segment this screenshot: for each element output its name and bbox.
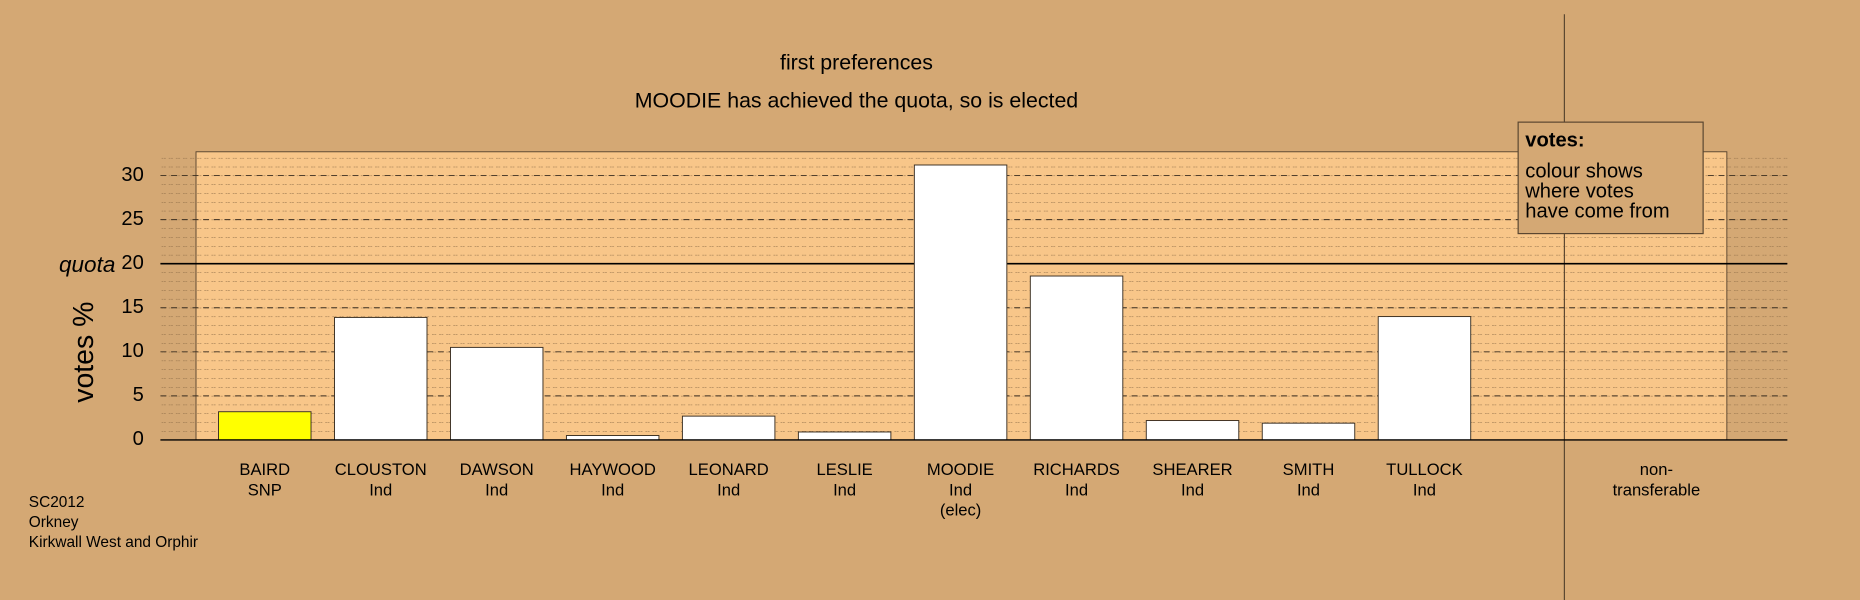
x-tick-label: Ind xyxy=(1297,480,1320,499)
x-tick-label: TULLOCK xyxy=(1386,460,1463,479)
bar xyxy=(450,346,544,441)
bar xyxy=(1029,275,1124,441)
x-tick-label: (elec) xyxy=(940,500,982,519)
x-tick-label: non- xyxy=(1640,460,1673,479)
y-tick-label: 30 xyxy=(121,164,143,186)
x-tick-label: Ind xyxy=(485,480,508,499)
bar xyxy=(1145,420,1240,441)
x-tick-label: LEONARD xyxy=(689,460,769,479)
footer-text: Kirkwall West and Orphir xyxy=(29,534,198,551)
x-tick-label: Ind xyxy=(717,480,740,499)
x-tick-label: LESLIE xyxy=(816,460,872,479)
quota-label: quota xyxy=(59,252,115,277)
bar xyxy=(797,431,892,441)
bar xyxy=(1377,316,1472,441)
x-tick-label: Ind xyxy=(1065,480,1088,499)
bar xyxy=(913,164,1008,441)
y-tick-label: 0 xyxy=(133,428,144,450)
y-axis-label: votes % xyxy=(68,302,100,403)
legend-text: where votes xyxy=(1524,180,1634,202)
x-tick-label: SNP xyxy=(248,480,282,499)
legend-title: votes: xyxy=(1525,129,1584,151)
footer-text: Orkney xyxy=(29,514,79,531)
x-tick-label: RICHARDS xyxy=(1033,460,1120,479)
x-tick-label: BAIRD xyxy=(239,460,290,479)
x-tick-label: SHEARER xyxy=(1152,460,1232,479)
y-tick-label: 25 xyxy=(121,208,143,230)
bar xyxy=(334,316,428,441)
legend-box xyxy=(1517,121,1704,235)
x-tick-label: Ind xyxy=(1413,480,1436,499)
x-tick-label: transferable xyxy=(1613,480,1701,499)
x-tick-label: HAYWOOD xyxy=(570,460,656,479)
legend-text: colour shows xyxy=(1525,160,1643,182)
y-tick-label: 20 xyxy=(121,252,143,274)
chart-title: first preferences xyxy=(780,51,933,75)
legend-text: have come from xyxy=(1525,201,1669,223)
y-tick-label: 5 xyxy=(133,384,144,406)
x-tick-label: Ind xyxy=(833,480,856,499)
x-tick-label: Ind xyxy=(1181,480,1204,499)
x-tick-label: CLOUSTON xyxy=(335,460,427,479)
y-tick-label: 10 xyxy=(121,340,143,362)
bar xyxy=(681,415,776,441)
x-tick-label: Ind xyxy=(949,480,972,499)
x-tick-label: MOODIE xyxy=(927,460,994,479)
chart-subtitle: MOODIE has achieved the quota, so is ele… xyxy=(635,89,1078,113)
bar xyxy=(218,411,312,441)
x-tick-label: Ind xyxy=(601,480,624,499)
bar xyxy=(1261,422,1356,441)
y-tick-label: 15 xyxy=(121,296,143,318)
x-tick-label: SMITH xyxy=(1283,460,1335,479)
x-tick-label: Ind xyxy=(369,480,392,499)
footer-text: SC2012 xyxy=(29,494,85,511)
x-tick-label: DAWSON xyxy=(460,460,534,479)
